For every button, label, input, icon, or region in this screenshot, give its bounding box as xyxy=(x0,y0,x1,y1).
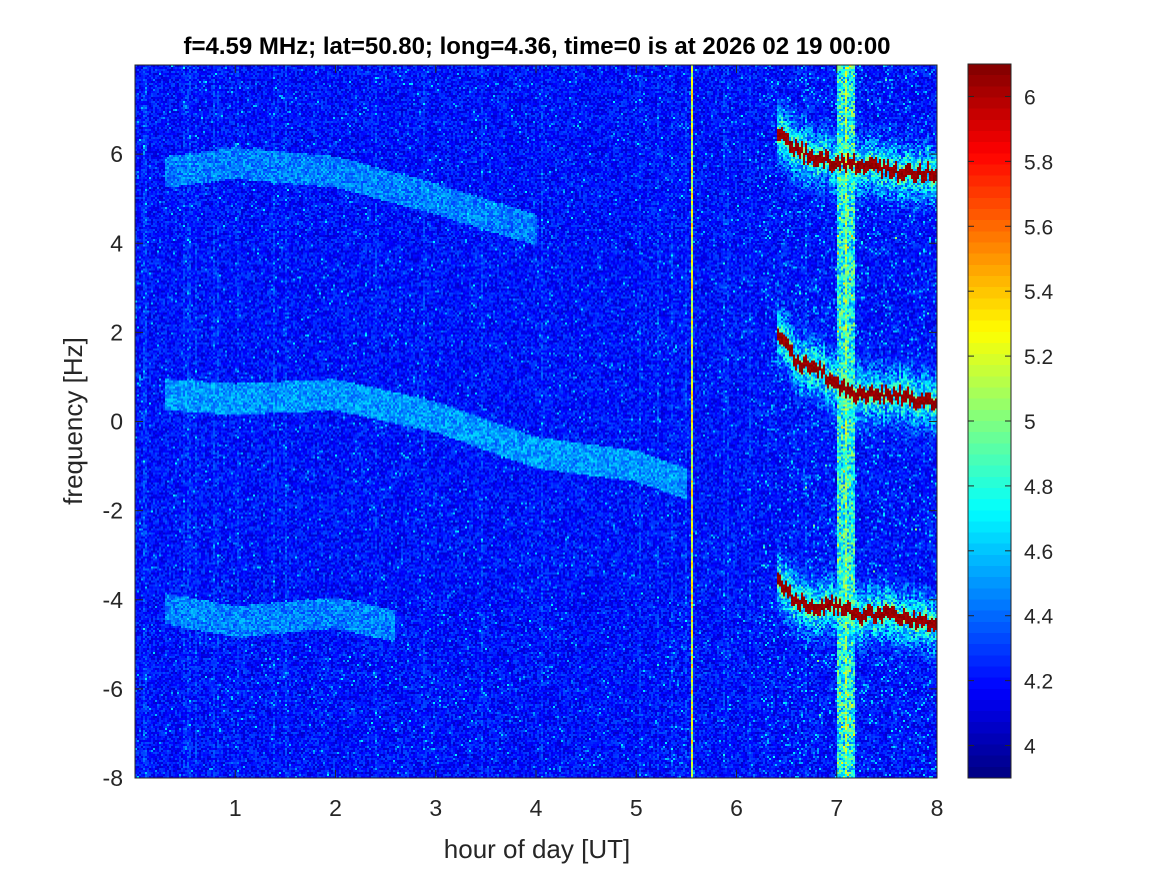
y-tick-label: 6 xyxy=(110,141,123,167)
colorbar-tick-label: 4.8 xyxy=(1024,476,1053,499)
colorbar-tick-label: 6 xyxy=(1024,86,1036,109)
colorbar-tick-label: 5.4 xyxy=(1024,281,1054,304)
axes-layer: 1 2 3 4 5 6 7 8 -8 -6 -4 -2 0 2 4 6 4 4.2 4.4 4.6 4.8 5 5.2 5.4… xyxy=(103,63,1054,821)
heatmap-canvas xyxy=(135,65,937,778)
colorbar-tick-label: 5.6 xyxy=(1024,216,1053,239)
y-tick-label: -8 xyxy=(103,765,123,791)
x-tick-label: 7 xyxy=(830,795,843,821)
colorbar-tick-label: 4 xyxy=(1024,736,1036,759)
x-axis-label: hour of day [UT] xyxy=(444,834,630,864)
colorbar-area xyxy=(968,64,1011,778)
y-axis-label: frequency [Hz] xyxy=(58,337,88,505)
colorbar-tick-label: 4.6 xyxy=(1024,541,1053,564)
colorbar-tick-label: 5.8 xyxy=(1024,151,1053,174)
y-tick-label: -4 xyxy=(103,587,124,613)
colorbar-tick-label: 5.2 xyxy=(1024,346,1053,369)
y-tick-label: -6 xyxy=(103,676,123,702)
chart-title: f=4.59 MHz; lat=50.80; long=4.36, time=0… xyxy=(183,33,890,60)
y-tick-label: 2 xyxy=(110,319,123,345)
y-tick-label: 0 xyxy=(110,409,123,435)
colorbar-tick-label: 4.4 xyxy=(1024,606,1054,629)
colorbar-canvas xyxy=(968,64,1011,778)
x-tick-label: 2 xyxy=(329,795,342,821)
x-tick-label: 6 xyxy=(730,795,743,821)
x-tick-label: 8 xyxy=(931,795,944,821)
colorbar-tick-label: 5 xyxy=(1024,411,1036,434)
x-tick-label: 4 xyxy=(530,795,543,821)
colorbar-tick-label: 4.2 xyxy=(1024,671,1053,694)
y-tick-label: 4 xyxy=(110,230,123,256)
y-tick-label: -2 xyxy=(103,498,123,524)
x-tick-label: 1 xyxy=(229,795,242,821)
x-tick-label: 3 xyxy=(429,795,442,821)
x-tick-label: 5 xyxy=(630,795,643,821)
plot-area xyxy=(135,65,937,778)
